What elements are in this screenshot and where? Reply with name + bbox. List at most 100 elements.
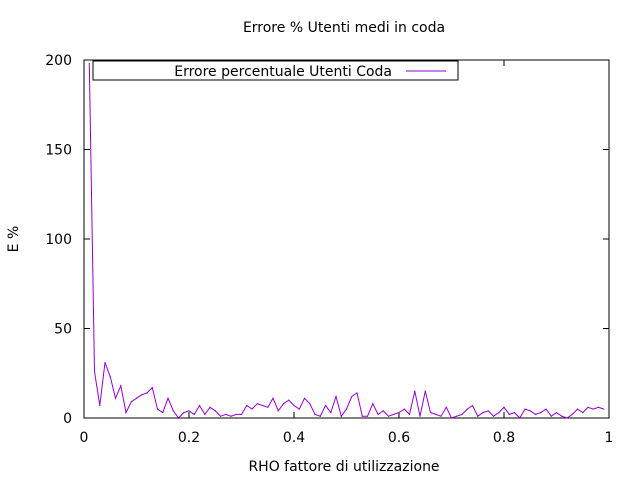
x-tick-label: 0.6 xyxy=(388,430,410,446)
y-tick-label: 200 xyxy=(45,53,72,69)
data-point xyxy=(104,361,106,364)
data-point xyxy=(377,413,379,416)
data-point xyxy=(214,410,216,412)
x-tick-label: 0.4 xyxy=(283,430,305,446)
data-point xyxy=(597,406,600,408)
data-point xyxy=(251,408,253,410)
x-tick-label: 1 xyxy=(605,430,614,446)
x-tick-label: 0.2 xyxy=(178,430,200,446)
data-point xyxy=(435,413,437,416)
y-tick-label: 100 xyxy=(45,232,72,248)
data-point xyxy=(240,413,243,416)
data-point xyxy=(198,404,201,407)
legend: Errore percentuale Utenti Coda xyxy=(92,60,459,81)
data-point xyxy=(141,394,143,396)
data-point xyxy=(303,397,306,399)
data-point xyxy=(314,413,316,416)
data-point xyxy=(466,408,468,410)
data-point xyxy=(492,415,495,417)
data-point xyxy=(477,415,479,417)
data-point xyxy=(587,406,589,408)
data-point xyxy=(408,413,411,416)
y-axis: 0 50 100 150 200 xyxy=(45,53,609,427)
data-point xyxy=(183,412,185,414)
data-point xyxy=(471,404,474,407)
data-point xyxy=(188,410,190,412)
data-point xyxy=(267,406,269,408)
data-point xyxy=(450,417,453,419)
y-tick-label: 150 xyxy=(45,143,72,159)
data-point xyxy=(99,404,101,407)
data-point xyxy=(319,415,321,417)
data-point xyxy=(109,376,111,378)
data-point xyxy=(177,417,180,419)
data-point xyxy=(356,392,358,394)
data-point xyxy=(114,397,117,399)
data-point xyxy=(151,386,153,389)
data-point xyxy=(172,410,174,412)
data-point xyxy=(335,395,337,398)
data-point xyxy=(130,401,132,403)
data-point xyxy=(482,412,484,414)
data-point xyxy=(204,413,206,416)
data-point xyxy=(230,415,232,417)
data-point xyxy=(498,412,500,414)
data-point xyxy=(88,62,90,65)
data-point xyxy=(277,410,279,412)
data-point xyxy=(529,410,531,412)
data-point xyxy=(566,417,568,419)
data-point xyxy=(445,406,447,408)
data-point xyxy=(193,413,195,416)
data-point xyxy=(282,403,285,405)
data-point xyxy=(340,415,342,417)
data-point xyxy=(293,404,295,407)
data-point xyxy=(540,412,542,414)
data-point xyxy=(461,413,463,416)
data-point xyxy=(534,413,537,416)
plot-frame xyxy=(83,59,610,419)
data-point xyxy=(324,404,327,407)
series-line xyxy=(88,63,604,419)
data-point xyxy=(508,413,510,416)
data-point xyxy=(398,412,400,414)
data-point xyxy=(156,408,159,410)
y-tick-label: 50 xyxy=(54,322,72,338)
data-point xyxy=(246,404,248,407)
data-point xyxy=(513,412,516,414)
data-point xyxy=(555,412,558,414)
data-point xyxy=(272,397,274,399)
data-point xyxy=(93,370,96,373)
data-point xyxy=(261,404,264,407)
series-group xyxy=(88,62,605,419)
data-point xyxy=(146,392,148,394)
data-point xyxy=(592,408,594,410)
data-point xyxy=(225,413,227,416)
data-point xyxy=(545,408,547,410)
data-point xyxy=(524,408,526,410)
data-point xyxy=(387,415,390,417)
data-point xyxy=(429,412,432,414)
data-point xyxy=(424,390,426,392)
data-point xyxy=(288,399,290,401)
data-point xyxy=(162,412,164,414)
data-point xyxy=(403,408,405,410)
data-point xyxy=(519,417,521,419)
chart-title: Errore % Utenti medi in coda xyxy=(243,20,445,36)
data-point xyxy=(503,406,505,408)
legend-label: Errore percentuale Utenti Coda xyxy=(174,64,392,80)
x-axis: 0 0.2 0.4 0.6 0.8 1 xyxy=(80,60,614,446)
data-point xyxy=(298,408,300,410)
y-tick-label: 0 xyxy=(63,411,72,427)
data-point xyxy=(219,415,222,417)
data-point xyxy=(309,403,311,405)
data-point xyxy=(120,385,122,387)
data-point xyxy=(235,413,237,416)
data-point xyxy=(135,397,138,399)
data-point xyxy=(419,415,421,417)
data-point xyxy=(576,408,579,410)
x-axis-label: RHO fattore di utilizzazione xyxy=(248,459,439,475)
x-tick-label: 0.8 xyxy=(493,430,515,446)
data-point xyxy=(456,415,458,417)
x-tick-label: 0 xyxy=(80,430,89,446)
